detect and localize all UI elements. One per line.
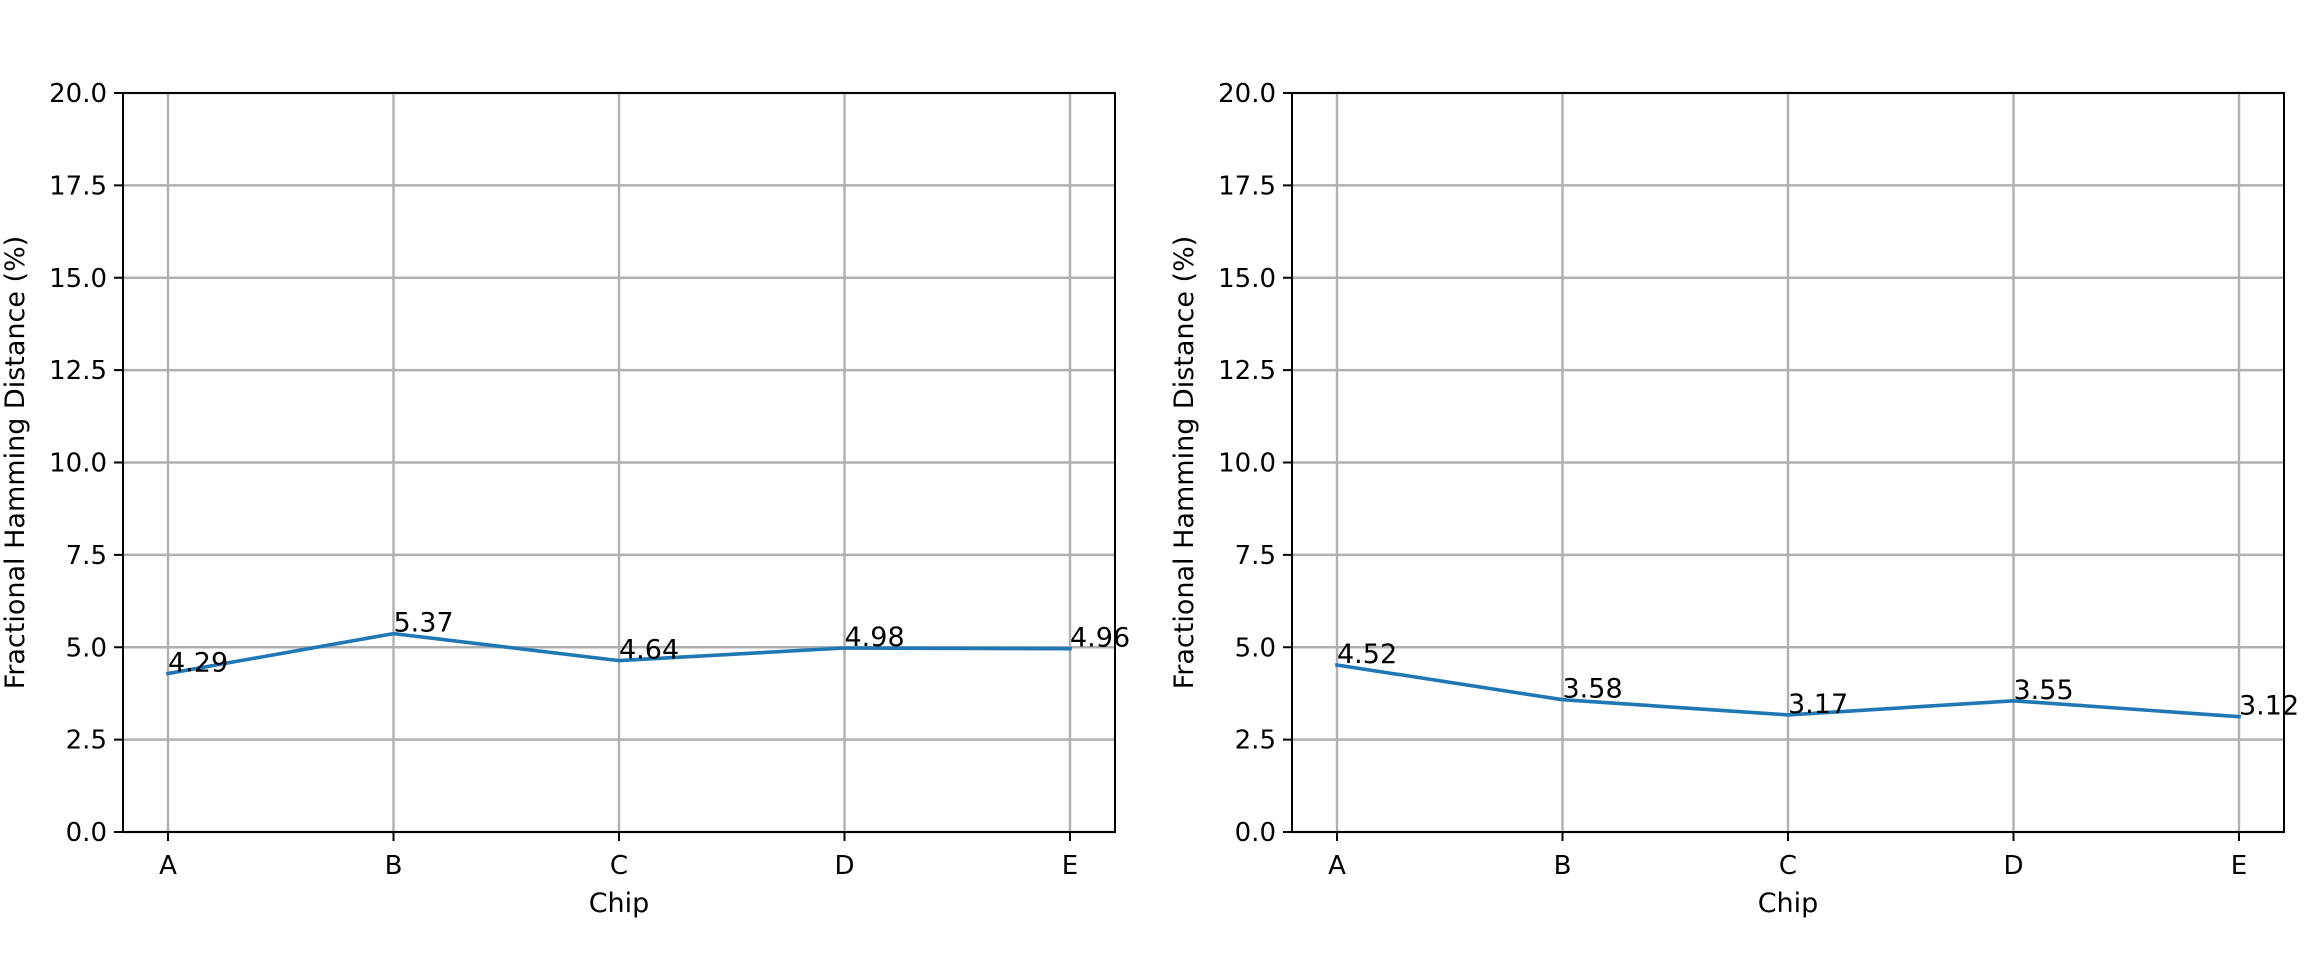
- y-tick-label: 5.0: [1235, 633, 1276, 663]
- y-tick-label: 0.0: [1235, 818, 1276, 848]
- y-tick-label: 17.5: [49, 171, 107, 201]
- y-tick-label: 15.0: [49, 264, 107, 294]
- y-tick-label: 20.0: [1218, 79, 1276, 109]
- y-tick-label: 17.5: [1218, 171, 1276, 201]
- y-tick-label: 0.0: [66, 818, 107, 848]
- y-tick-label: 7.5: [1235, 541, 1276, 571]
- x-tick-label: E: [1062, 851, 1078, 881]
- y-tick-label: 10.0: [49, 449, 107, 479]
- x-tick-label: A: [1328, 851, 1346, 881]
- series-line: [165, 631, 1072, 676]
- x-tick-label: E: [2231, 851, 2247, 881]
- data-label: 4.29: [168, 647, 228, 678]
- data-label: 4.96: [1070, 623, 1130, 654]
- series-line: [1334, 662, 2241, 719]
- data-label: 4.52: [1337, 639, 1397, 670]
- x-tick-label: A: [159, 851, 177, 881]
- y-axis-label: Fractional Hamming Distance (%): [0, 236, 31, 690]
- y-tick-label: 2.5: [66, 726, 107, 756]
- y-tick-label: 2.5: [1235, 726, 1276, 756]
- data-label: 5.37: [394, 608, 454, 639]
- data-label: 4.64: [619, 635, 679, 666]
- y-tick-label: 20.0: [49, 79, 107, 109]
- x-tick-label: D: [2003, 851, 2023, 881]
- y-tick-label: 10.0: [1218, 449, 1276, 479]
- y-tick-label: 5.0: [66, 633, 107, 663]
- x-tick-label: B: [385, 851, 403, 881]
- x-tick-label: D: [834, 851, 854, 881]
- y-tick-label: 12.5: [49, 356, 107, 386]
- y-tick-label: 15.0: [1218, 264, 1276, 294]
- data-label: 3.17: [1788, 689, 1848, 720]
- y-tick-label: 12.5: [1218, 356, 1276, 386]
- axes-frame: [1291, 92, 2285, 833]
- data-label: 3.55: [2014, 675, 2074, 706]
- data-label: 4.98: [845, 622, 905, 653]
- axes-frame: [122, 92, 1116, 833]
- x-tick-label: C: [610, 851, 628, 881]
- x-tick-label: B: [1554, 851, 1572, 881]
- data-label: 3.58: [1563, 674, 1623, 705]
- x-axis-label: Chip: [589, 888, 650, 919]
- y-axis-label: Fractional Hamming Distance (%): [1169, 236, 1200, 690]
- y-tick-label: 7.5: [66, 541, 107, 571]
- x-axis-label: Chip: [1758, 888, 1819, 919]
- data-label: 3.12: [2239, 691, 2299, 722]
- x-tick-label: C: [1779, 851, 1797, 881]
